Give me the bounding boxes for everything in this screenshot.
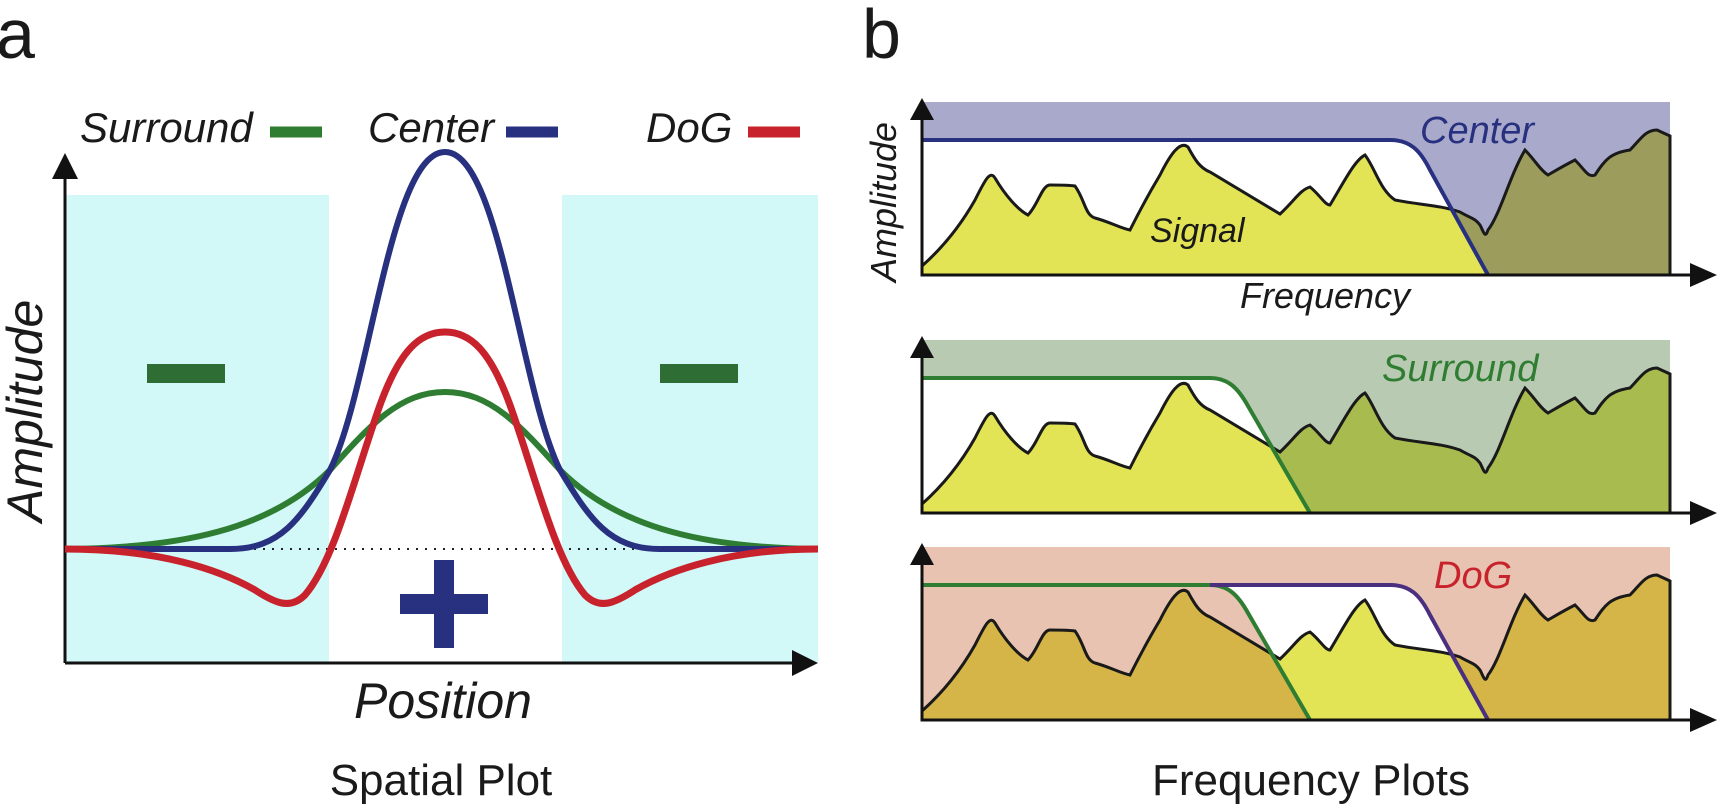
panel-a-x-label: Position <box>354 673 532 729</box>
negative-region-left <box>65 195 329 663</box>
legend-center-label: Center <box>368 104 496 151</box>
legend-dog-label: DoG <box>646 104 732 151</box>
frequency-plot-surround: Surround <box>910 336 1717 525</box>
surround-curve <box>64 388 819 552</box>
minus-sign-right <box>660 364 738 383</box>
center-curve <box>65 148 818 552</box>
panel-b-letter: b <box>862 0 901 73</box>
panel-b-x-label: Frequency <box>1240 275 1412 316</box>
dog-filter-label: DoG <box>1434 555 1512 597</box>
surround-filter-label: Surround <box>1382 348 1540 390</box>
panel-b-y-label: Amplitude <box>863 122 904 284</box>
surround-filter-curve <box>922 376 1312 515</box>
center-filter-label: Center <box>1420 110 1535 152</box>
panel-a-y-label: Amplitude <box>0 300 53 525</box>
frequency-plot-center: Center Signal Amplitude Frequency <box>863 98 1717 316</box>
signal-label: Signal <box>1150 212 1246 250</box>
frequency-plot-dog: DoG <box>910 543 1717 732</box>
panel-a-caption: Spatial Plot <box>330 756 553 805</box>
panel-b: b Center Signal Amplitude Frequency <box>862 0 1717 805</box>
plot3-axes <box>910 543 1717 732</box>
plot2-axes <box>910 336 1717 525</box>
plus-sign <box>400 560 488 648</box>
legend-surround-label: Surround <box>80 104 254 151</box>
negative-region-right <box>562 195 818 663</box>
minus-sign-left <box>147 364 225 383</box>
dog-curve <box>64 328 819 607</box>
panel-b-caption: Frequency Plots <box>1152 756 1470 805</box>
plot1-axes <box>910 98 1717 287</box>
panel-a: a Surround Center DoG <box>0 0 819 805</box>
legend: Surround Center DoG <box>80 104 800 151</box>
dog-center-edge <box>1210 583 1490 721</box>
center-filter-curve <box>922 138 1490 276</box>
panel-a-axes <box>52 153 818 676</box>
panel-a-letter: a <box>0 0 35 73</box>
